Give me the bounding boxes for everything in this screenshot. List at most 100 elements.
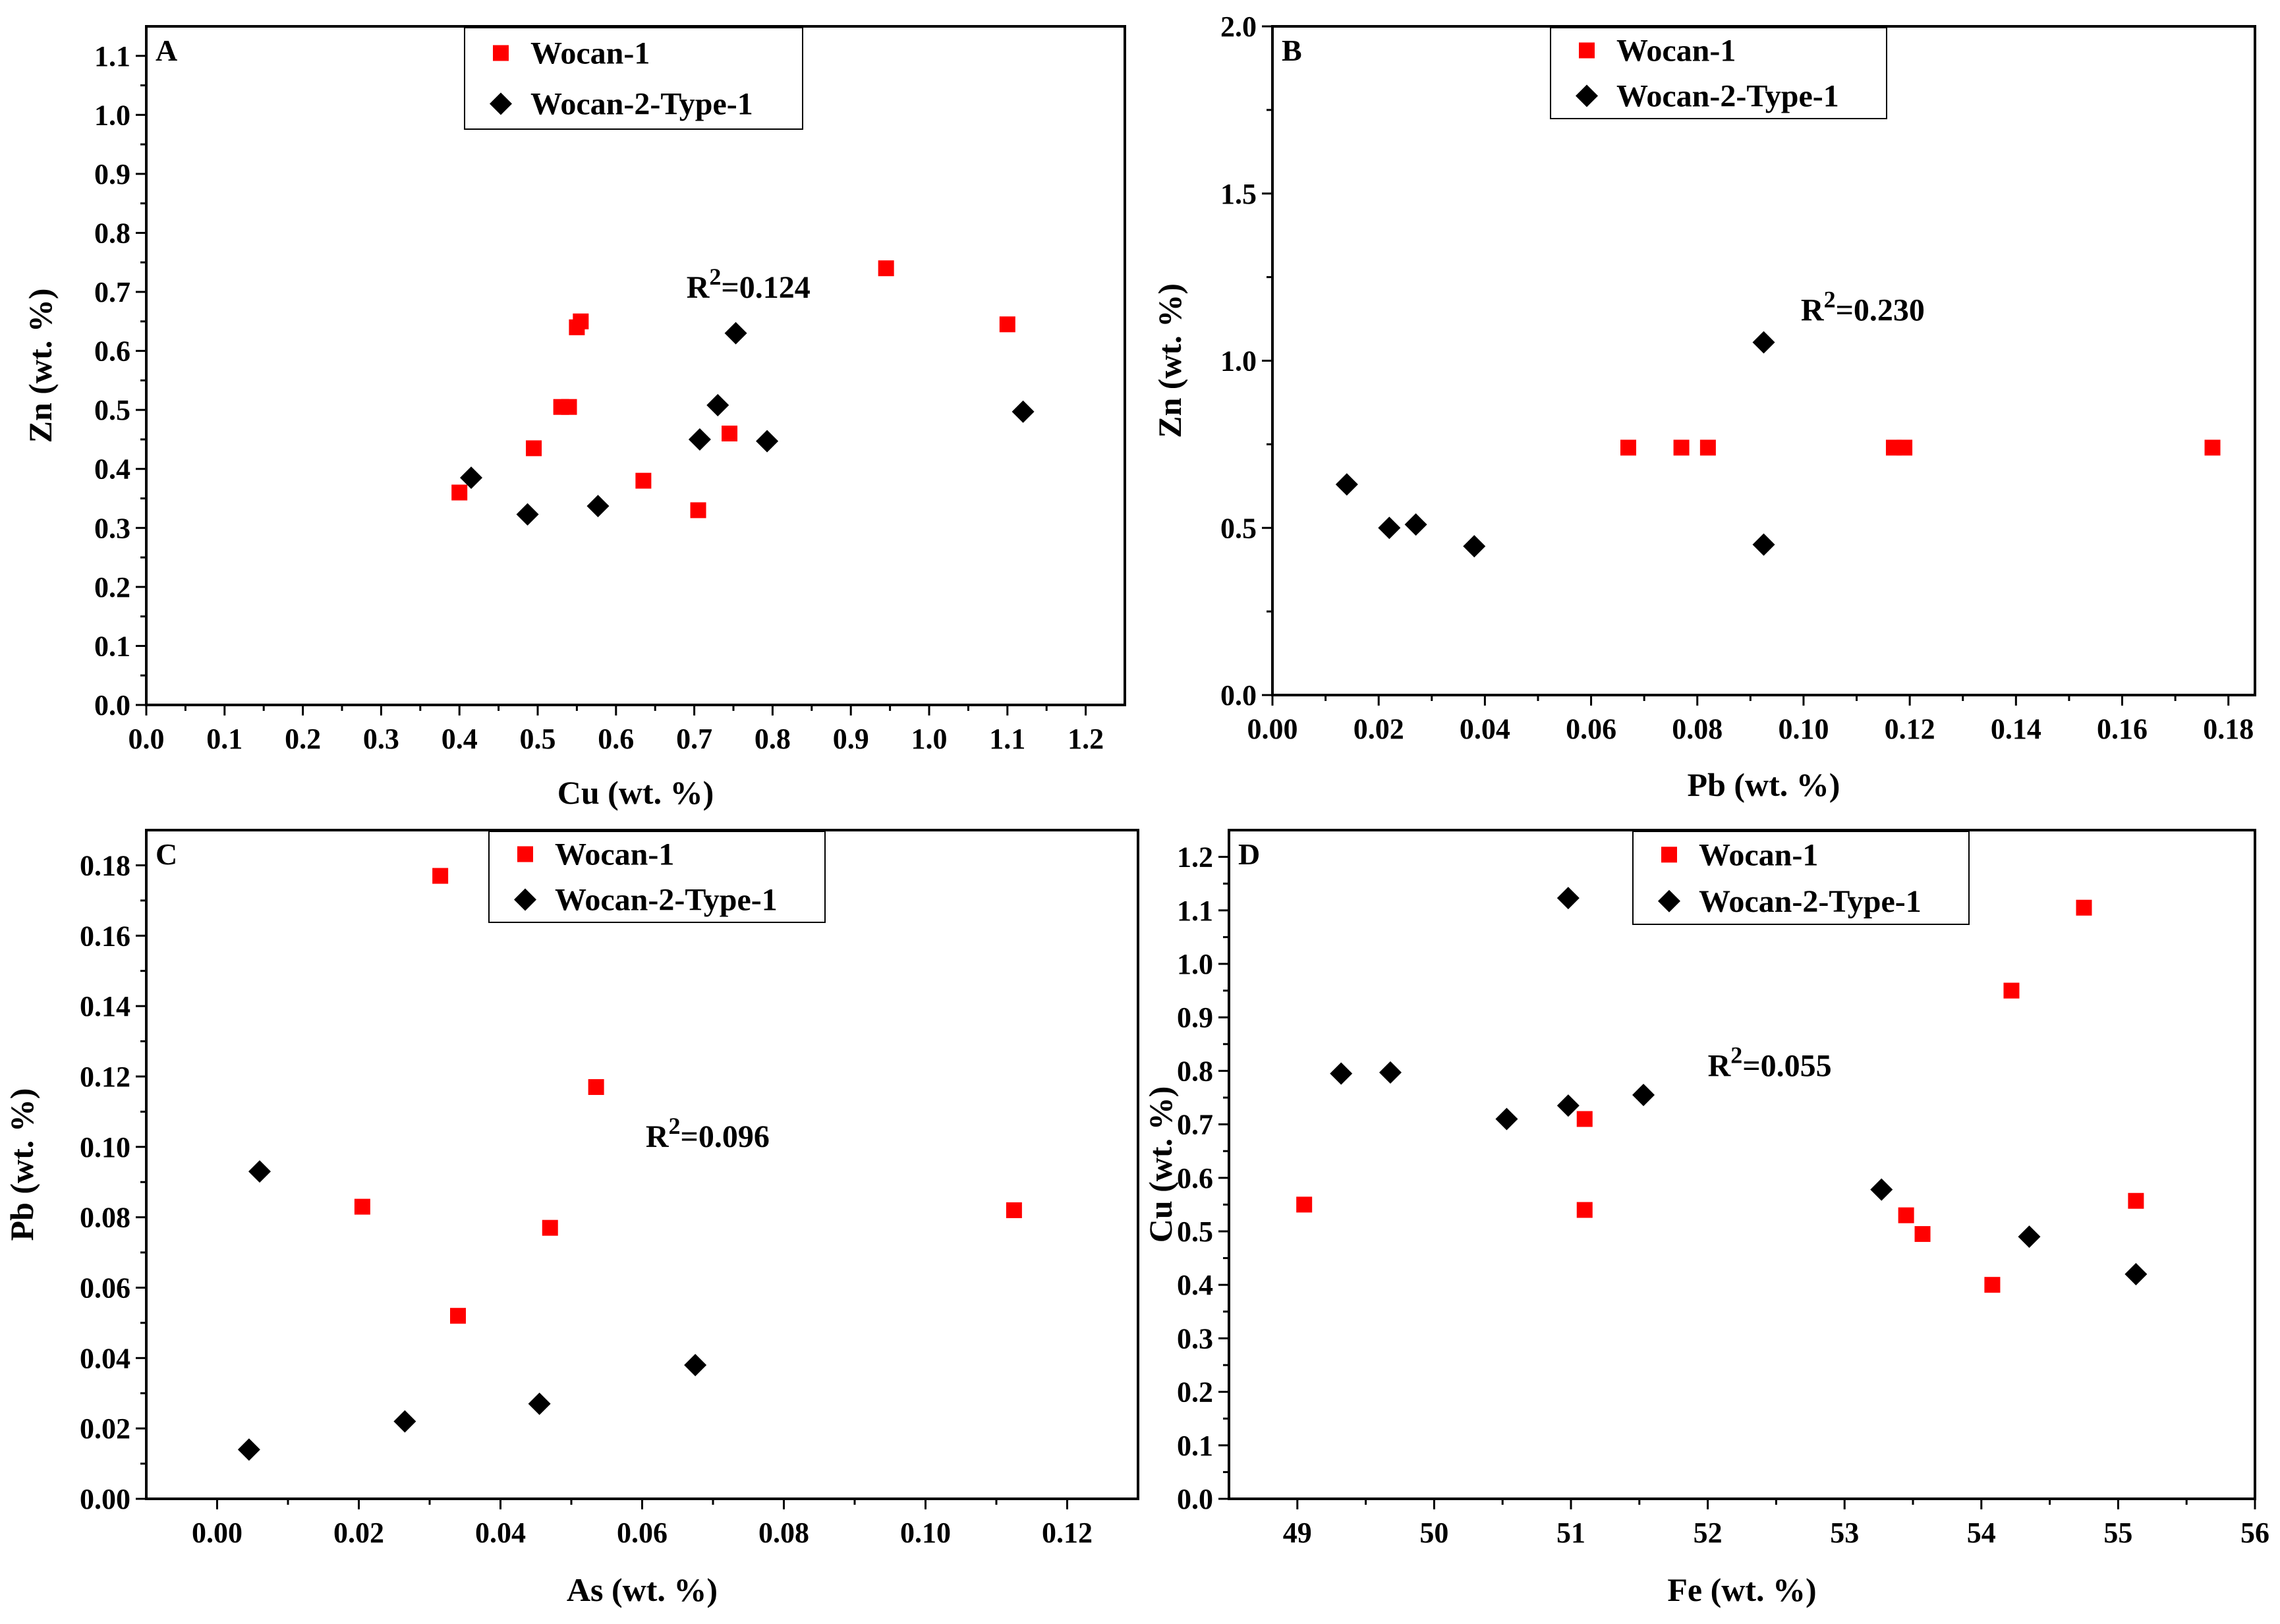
y-tick-label: 0.04 [80, 1342, 130, 1374]
x-tick-label: 0.02 [1354, 713, 1404, 745]
data-point-wocan-1 [635, 472, 652, 489]
data-point-wocan-1 [1296, 1196, 1313, 1213]
x-tick-label: 1.0 [911, 723, 948, 755]
x-tick-label: 0.4 [442, 723, 478, 755]
x-tick-label: 0.6 [598, 723, 634, 755]
data-point-wocan-2-type-1 [1012, 400, 1035, 423]
y-tick-label: 0.2 [94, 571, 130, 603]
legend-box [488, 831, 826, 923]
r-squared-annotation: R2=0.096 [646, 1113, 770, 1154]
data-point-wocan-2-type-1 [684, 1354, 707, 1376]
legend-label-wocan-1: Wocan-1 [555, 837, 674, 872]
y-tick-label: 0.18 [80, 849, 130, 882]
data-point-wocan-2-type-1 [1404, 513, 1427, 536]
panel-letter: B [1282, 34, 1302, 67]
y-tick-label: 0.3 [94, 512, 130, 544]
data-point-wocan-2-type-1 [516, 503, 539, 526]
x-tick-label: 0.14 [1991, 713, 2041, 745]
data-point-wocan-1 [1006, 1202, 1022, 1218]
legend-label-wocan-1: Wocan-1 [1699, 837, 1818, 872]
data-point-wocan-2-type-1 [688, 428, 711, 451]
legend-marker-wocan-1 [1579, 42, 1595, 59]
y-tick-label: 0.02 [80, 1413, 130, 1445]
y-tick-label: 0.0 [1220, 679, 1257, 712]
x-tick-label: 0.0 [128, 723, 165, 755]
data-point-wocan-1 [2128, 1192, 2144, 1209]
data-point-wocan-1 [542, 1219, 558, 1236]
y-tick-label: 1.0 [1177, 948, 1213, 980]
data-point-wocan-1 [722, 426, 738, 441]
y-tick-label: 0.8 [1177, 1055, 1213, 1087]
x-tick-label: 0.12 [1885, 713, 1935, 745]
y-tick-label: 1.0 [1220, 345, 1257, 378]
panel-d: 49 50 51 52 53 54 55 56 0.0 0.1 0.2 0.3 0.4 0.5 0.6 0.7… [1142, 829, 2269, 1608]
x-axis-label: Fe (wt. %) [1667, 1571, 1816, 1608]
plot-frame-d [1228, 829, 2256, 1500]
legend-marker-wocan-1 [1661, 847, 1677, 863]
x-tick-label: 0.1 [206, 723, 242, 755]
x-tick-label: 0.5 [520, 723, 556, 755]
x-tick-label: 0.9 [833, 723, 869, 755]
y-tick-label: 0.2 [1177, 1376, 1213, 1409]
y-tick-label: 0.7 [1177, 1109, 1213, 1141]
legend-box [464, 27, 803, 130]
x-axis-label: Cu (wt. %) [557, 774, 714, 811]
y-tick-label: 0.4 [94, 453, 130, 486]
x-axis-label: Pb (wt. %) [1688, 766, 1840, 803]
panel-b: 0.00 0.02 0.04 0.06 0.08 0.10 0.12 0.14 0.16 0.18… [1151, 11, 2256, 803]
data-point-wocan-2-type-1 [393, 1410, 416, 1433]
r-squared-annotation: R2=0.055 [1708, 1042, 1832, 1084]
data-point-wocan-2-type-1 [237, 1438, 260, 1461]
data-point-wocan-2-type-1 [586, 495, 610, 518]
x-tick-label: 0.2 [285, 723, 321, 755]
data-point-wocan-2-type-1 [1632, 1083, 1655, 1106]
panel-letter: C [156, 837, 177, 871]
y-tick-label: 0.9 [94, 158, 130, 190]
y-tick-label: 0.3 [1177, 1322, 1213, 1355]
data-point-wocan-1 [1699, 439, 1716, 456]
data-point-wocan-2-type-1 [1330, 1062, 1353, 1085]
x-tick-label: 0.16 [2097, 713, 2148, 745]
x-tick-label: 56 [2240, 1517, 2269, 1549]
data-point-wocan-2-type-1 [2018, 1225, 2041, 1248]
x-tick-label: 0.06 [617, 1517, 668, 1549]
y-tick-label: 0.06 [80, 1272, 130, 1304]
panel-a: 0.0 0.1 0.2 0.3 0.4 0.5 0.6 0.7 0.8 0.9 1.0 1.1 1.2 0… [22, 25, 1126, 811]
y-tick-label: 0.0 [1177, 1483, 1213, 1515]
x-tick-label: 0.00 [192, 1517, 242, 1549]
data-point-wocan-2-type-1 [1556, 1094, 1580, 1117]
y-tick-label: 0.14 [80, 990, 130, 1022]
data-point-wocan-2-type-1 [724, 322, 747, 345]
y-tick-label: 0.8 [94, 217, 130, 249]
plot-frame-c [145, 829, 1139, 1500]
y-tick-label: 0.0 [94, 689, 130, 721]
y-tick-label: 0.6 [94, 335, 130, 368]
x-tick-label: 49 [1283, 1517, 1312, 1549]
data-point-wocan-2-type-1 [756, 430, 779, 453]
plot-frame-b [1271, 25, 2256, 696]
data-point-wocan-1 [2204, 439, 2221, 456]
y-tick-label: 0.00 [80, 1483, 130, 1515]
y-tick-label: 0.1 [1177, 1430, 1213, 1462]
legend-marker-wocan-1 [493, 45, 509, 61]
x-tick-label: 0.12 [1042, 1517, 1093, 1549]
y-tick-label: 1.5 [1220, 178, 1257, 210]
y-tick-label: 0.10 [80, 1131, 130, 1163]
y-tick-label: 0.16 [80, 920, 130, 952]
data-point-wocan-2-type-1 [1752, 331, 1775, 354]
data-point-wocan-1 [1984, 1277, 2001, 1293]
legend-marker-wocan-2-type-1 [490, 92, 512, 115]
y-tick-label: 0.6 [1177, 1162, 1213, 1194]
y-tick-label: 1.2 [1177, 841, 1213, 874]
x-tick-label: 0.00 [1247, 713, 1298, 745]
y-tick-label: 0.1 [94, 630, 130, 662]
data-point-wocan-2-type-1 [2124, 1262, 2148, 1285]
x-tick-label: 0.7 [676, 723, 712, 755]
data-point-wocan-1 [1896, 439, 1913, 456]
legend-label-wocan-2-type-1: Wocan-2-Type-1 [530, 87, 753, 122]
data-point-wocan-1 [1620, 439, 1636, 456]
x-tick-label: 0.08 [1672, 713, 1723, 745]
data-point-wocan-2-type-1 [1378, 517, 1401, 540]
x-tick-label: 0.04 [1460, 713, 1510, 745]
data-point-wocan-1 [526, 440, 542, 457]
